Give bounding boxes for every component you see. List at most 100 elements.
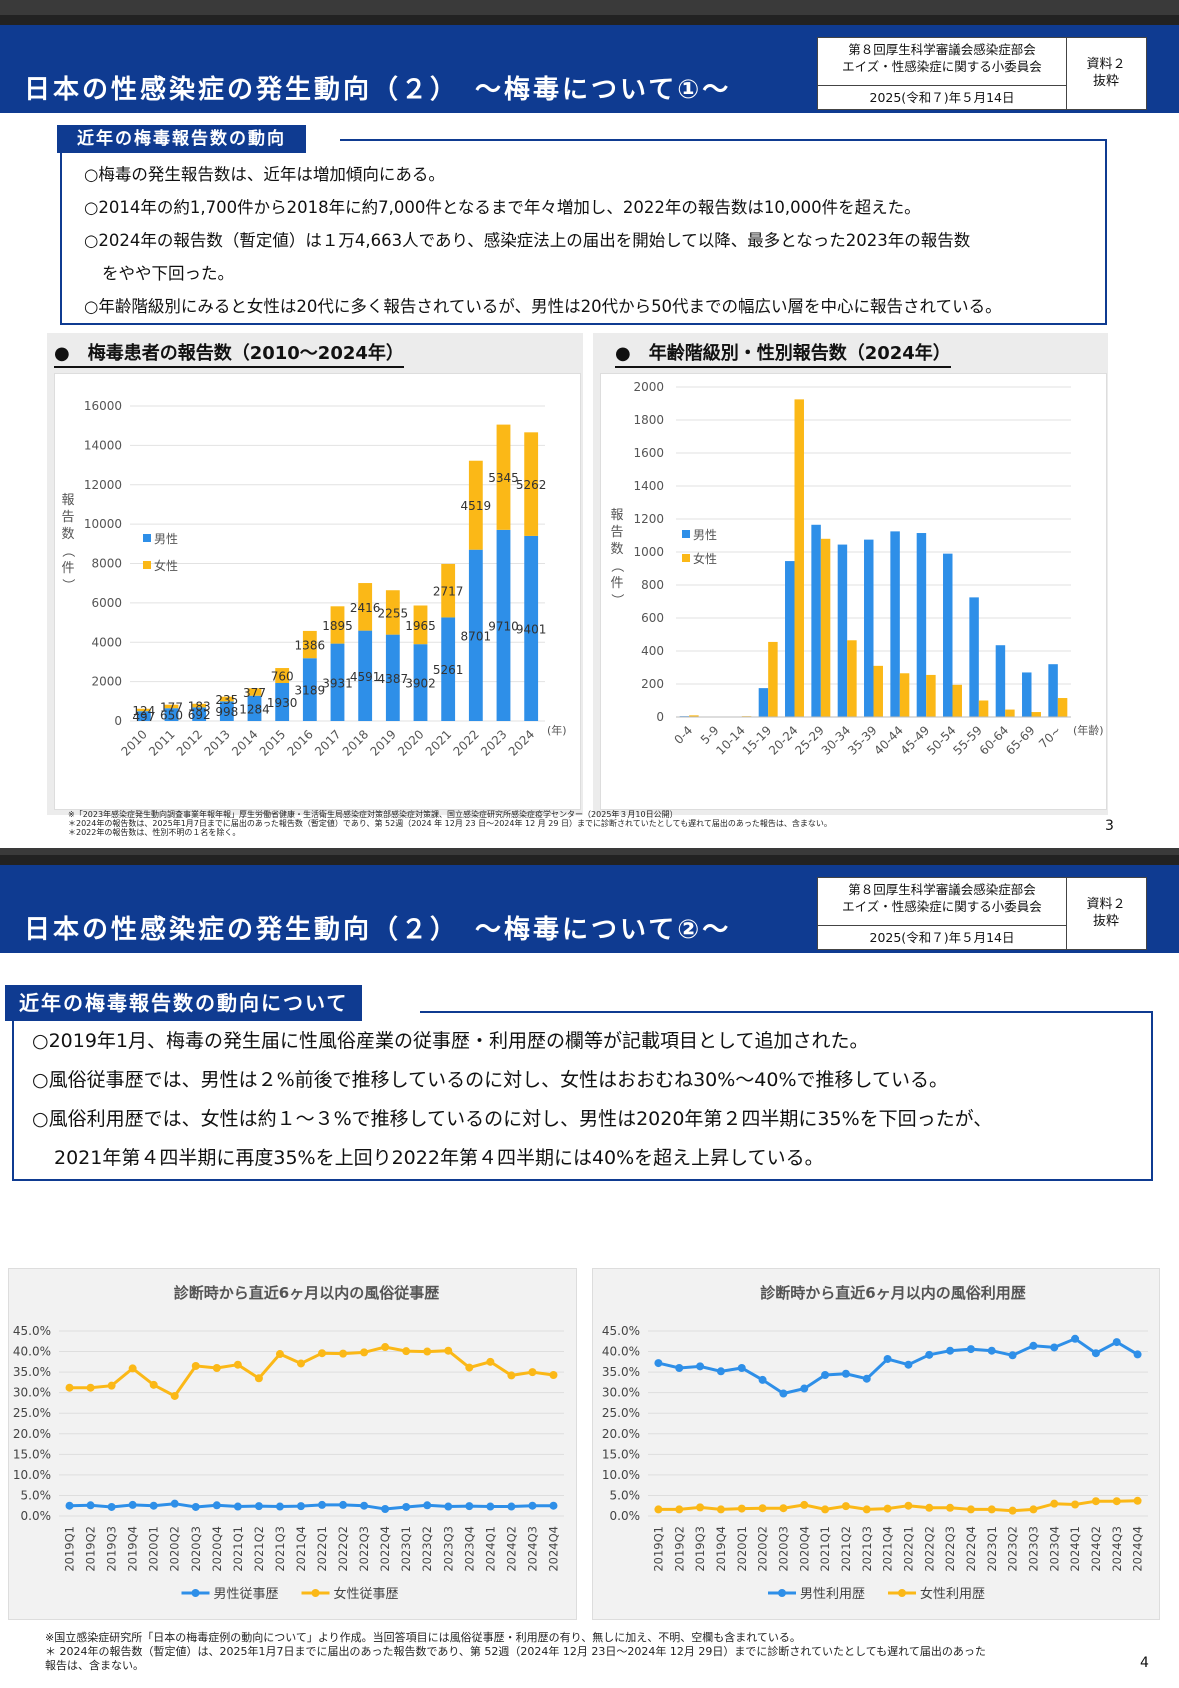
y-tick-label: 2000 [633, 380, 664, 394]
x-tick-label: 35-39 [845, 723, 880, 758]
x-tick-label: 55-59 [950, 723, 985, 758]
x-tick-label: 2012 [174, 727, 205, 758]
x-tick-label: 40-44 [871, 723, 906, 758]
y-tick-label: 200 [641, 677, 664, 691]
slide-title: 日本の性感染症の発生動向（２） ～梅毒について①～ [24, 75, 732, 105]
y-tick-label: 10.0% [13, 1468, 51, 1482]
summary-bullet: 2021年第４四半期に再度35%を上回り2022年第４四半期には40%を超え上昇… [54, 1147, 824, 1169]
x-tick-label: 2024Q4 [546, 1526, 560, 1572]
data-point [254, 1374, 263, 1383]
x-tick-label: 2020Q4 [210, 1526, 224, 1572]
y-tick-label: 4000 [91, 635, 122, 649]
y-tick-label: 0 [656, 710, 664, 724]
data-point [987, 1346, 996, 1355]
panel-title: ● 年齢階級別・性別報告数（2024年） [615, 339, 951, 368]
female-data-label: 124 [132, 704, 155, 718]
summary-bullet: ○梅毒の発生報告数は、近年は増加傾向にある。 [84, 165, 445, 184]
meeting-info: 第８回厚生科学審議会感染症部会 エイズ・性感染症に関する小委員会 2025(令和… [818, 878, 1067, 949]
female-data-label: 2717 [433, 585, 464, 599]
data-point [444, 1502, 453, 1511]
y-tick-label: 10000 [84, 517, 122, 531]
meeting-name-line-2: エイズ・性感染症に関する小委員会 [842, 899, 1042, 914]
female-bar [768, 641, 778, 717]
page-number: 3 [1105, 818, 1114, 834]
data-point [149, 1380, 158, 1389]
annual-cases-svg: 0 2000 4000 6000 8000 10000 12000 14000 16000 報告数… [60, 399, 567, 759]
x-tick-label: 2021Q3 [860, 1526, 874, 1572]
x-axis-unit: (年齢) [1073, 723, 1104, 737]
data-point [946, 1503, 955, 1512]
y-tick-label: 1000 [633, 545, 664, 559]
male-data-label: 5261 [433, 663, 464, 677]
male-bar [864, 539, 874, 717]
data-point [779, 1389, 788, 1398]
female-bar [192, 703, 207, 708]
female-bar [330, 606, 345, 644]
y-tick-label: 0.0% [21, 1509, 52, 1523]
female-bar [689, 715, 699, 717]
y-tick-label: 40.0% [602, 1345, 640, 1359]
female-bar [219, 696, 234, 702]
meeting-date: 2025(令和７)年５月14日 [818, 85, 1066, 110]
x-tick-label: 2023Q2 [420, 1526, 434, 1572]
x-tick-label: 2022Q1 [901, 1526, 915, 1572]
y-axis-label-char: 件 [61, 561, 74, 576]
y-tick-label: 45.0% [602, 1324, 640, 1338]
x-tick-label: 2020Q3 [189, 1526, 203, 1572]
male-bar [1048, 664, 1058, 717]
summary-bullet: ○風俗利用歴では、女性は約１～３%で推移しているのに対し、男性は2020年第２四… [32, 1108, 993, 1130]
data-point [486, 1502, 495, 1511]
y-axis-label-char: 告 [61, 510, 74, 525]
y-tick-label: 25.0% [13, 1406, 51, 1420]
x-tick-label: 2022Q4 [378, 1526, 392, 1572]
x-tick-label: 0-4 [672, 723, 696, 747]
y-tick-label: 0 [114, 714, 122, 728]
male-bar [916, 533, 927, 717]
x-tick-label: 2020Q1 [735, 1526, 749, 1572]
male-data-label: 650 [160, 709, 183, 723]
x-tick-label: 2021Q4 [881, 1526, 895, 1572]
x-tick-label: 2024 [506, 727, 537, 758]
footnote: 報告は、含まない。 [45, 1659, 144, 1672]
x-tick-label: 2022Q3 [357, 1526, 371, 1572]
x-tick-label: 2020Q1 [147, 1526, 161, 1572]
x-tick-label: 2023Q1 [399, 1526, 413, 1572]
x-tick-label: 2020Q3 [776, 1526, 790, 1572]
data-point [883, 1354, 892, 1363]
male-data-label: 8701 [461, 629, 492, 643]
female-data-label: 1965 [405, 619, 436, 633]
female-bar [275, 668, 290, 684]
summary-bullet: ○2019年1月、梅毒の発生届に性風俗産業の従事歴・利用歴の欄等が記載項目として… [32, 1030, 869, 1052]
legend-label: 女性利用歴 [920, 1586, 985, 1602]
data-point [549, 1501, 558, 1510]
footnote: ＊2024年の報告数は、2025年1月7日までに届出のあった報告数（暫定値）であ… [68, 819, 832, 828]
data-point [339, 1500, 348, 1509]
female-data-label: 1386 [295, 639, 326, 653]
data-point [966, 1505, 975, 1514]
y-axis-label-char: （ [609, 559, 624, 572]
legend-swatch-male [682, 530, 690, 538]
sex-work-history-svg: 診断時から直近6ヶ月以内の風俗従事歴 0.0% 5.0% 10.0% 15.0% 20.0… [13, 1284, 564, 1602]
x-tick-label: 2019Q2 [84, 1526, 98, 1572]
x-tick-label: 2024Q4 [1131, 1526, 1145, 1572]
male-bar [275, 683, 290, 721]
data-point [841, 1502, 850, 1511]
legend-marker [311, 1589, 320, 1597]
y-tick-label: 2000 [91, 675, 122, 689]
data-point [1133, 1350, 1142, 1359]
male-bar [890, 531, 900, 717]
x-tick-label: 2019Q4 [714, 1526, 728, 1572]
female-bar [358, 583, 373, 631]
data-point [800, 1384, 809, 1393]
male-data-label: 4591 [350, 670, 381, 684]
x-tick-label: 2023Q3 [441, 1526, 455, 1572]
male-bar [785, 561, 795, 717]
y-tick-label: 5.0% [21, 1488, 52, 1502]
series-line [658, 1499, 1138, 1513]
age-sex-panel: ● 年齢階級別・性別報告数（2024年） 0 200 400 600 800 1000 12… [593, 333, 1108, 815]
data-point [1071, 1334, 1080, 1343]
male-bar [413, 644, 428, 721]
data-point [821, 1370, 830, 1379]
data-point [696, 1362, 705, 1371]
y-tick-label: 5.0% [610, 1488, 641, 1502]
